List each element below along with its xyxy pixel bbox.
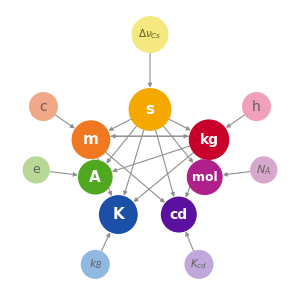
Circle shape — [82, 251, 109, 278]
Text: c: c — [40, 100, 47, 113]
Text: h: h — [252, 100, 261, 113]
Text: m: m — [83, 132, 99, 147]
Circle shape — [132, 17, 168, 52]
Text: A: A — [89, 170, 101, 185]
Circle shape — [79, 160, 112, 194]
Text: s: s — [146, 102, 154, 117]
Circle shape — [129, 89, 171, 130]
Text: $N_A$: $N_A$ — [256, 163, 271, 177]
Circle shape — [190, 120, 229, 159]
Circle shape — [100, 196, 137, 233]
Circle shape — [185, 251, 213, 278]
Circle shape — [251, 157, 277, 183]
Text: $k_B$: $k_B$ — [88, 257, 102, 271]
Circle shape — [30, 93, 57, 120]
Circle shape — [72, 121, 110, 158]
Circle shape — [161, 197, 196, 232]
Text: $\Delta\nu_{Cs}$: $\Delta\nu_{Cs}$ — [138, 28, 162, 41]
Text: mol: mol — [192, 170, 218, 184]
Circle shape — [23, 157, 49, 183]
Text: e: e — [32, 163, 40, 177]
Text: cd: cd — [170, 208, 188, 221]
Circle shape — [243, 93, 270, 120]
Text: kg: kg — [200, 133, 218, 147]
Text: K: K — [112, 207, 124, 222]
Text: $K_{cd}$: $K_{cd}$ — [190, 257, 208, 271]
Circle shape — [188, 160, 222, 194]
